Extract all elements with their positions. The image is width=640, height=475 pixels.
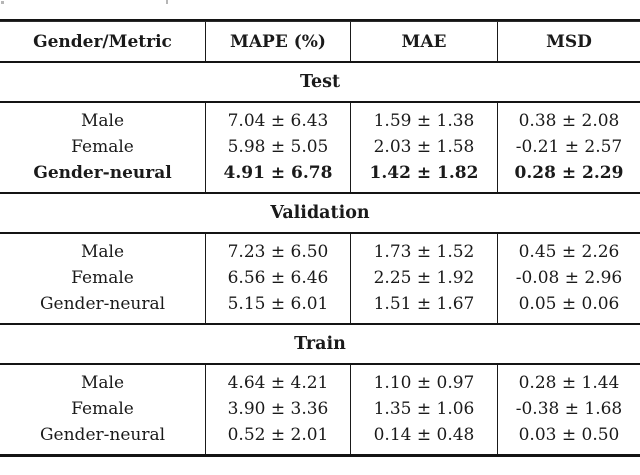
msd-value: -0.21 ± 2.57 — [497, 134, 640, 160]
msd-value: 0.03 ± 0.50 — [497, 422, 640, 454]
double-rule — [0, 192, 640, 194]
mae-value: 1.35 ± 1.06 — [350, 396, 497, 422]
table-row: Female 6.56 ± 6.46 2.25 ± 1.92 -0.08 ± 2… — [0, 265, 640, 291]
row-label: Female — [71, 268, 134, 288]
row-label: Male — [80, 373, 125, 393]
double-rule — [0, 232, 640, 234]
column-header-gender-metric: Gender/Metric — [33, 32, 172, 52]
mape-value: 3.90 ± 3.36 — [205, 396, 350, 422]
row-label: Gender-neural — [39, 425, 166, 445]
double-rule — [0, 363, 640, 365]
mape-value: 6.56 ± 6.46 — [205, 265, 350, 291]
mae-value: 1.51 ± 1.67 — [350, 291, 497, 323]
row-label: Male — [80, 242, 125, 262]
table-row: Male 7.04 ± 6.43 1.59 ± 1.38 0.38 ± 2.08 — [0, 103, 640, 134]
section-title-validation: Validation — [270, 203, 370, 223]
mae-value: 1.73 ± 1.52 — [350, 234, 497, 265]
table-top-rule — [0, 19, 640, 22]
mape-value: 4.91 ± 6.78 — [205, 160, 350, 192]
row-label: Gender-neural — [39, 294, 166, 314]
table-row: Female 5.98 ± 5.05 2.03 ± 1.58 -0.21 ± 2… — [0, 134, 640, 160]
mae-value: 1.59 ± 1.38 — [350, 103, 497, 134]
msd-value: 0.45 ± 2.26 — [497, 234, 640, 265]
caption-remnant-right — [166, 0, 168, 4]
mae-value: 2.03 ± 1.58 — [350, 134, 497, 160]
msd-value: 0.28 ± 2.29 — [497, 160, 640, 192]
mae-value: 0.14 ± 0.48 — [350, 422, 497, 454]
msd-value: 0.05 ± 0.06 — [497, 291, 640, 323]
msd-value: -0.08 ± 2.96 — [497, 265, 640, 291]
results-table: Gender/Metric MAPE (%) MAE MSD Test Male… — [0, 19, 640, 457]
row-label: Female — [71, 399, 134, 419]
caption-remnant-left — [1, 1, 4, 4]
mape-value: 7.23 ± 6.50 — [205, 234, 350, 265]
double-rule — [0, 61, 640, 63]
table-row: Female 3.90 ± 3.36 1.35 ± 1.06 -0.38 ± 1… — [0, 396, 640, 422]
column-header-mae: MAE — [350, 22, 497, 61]
table-row-best: Gender-neural 4.91 ± 6.78 1.42 ± 1.82 0.… — [0, 160, 640, 192]
mape-value: 4.64 ± 4.21 — [205, 365, 350, 396]
mae-value: 1.10 ± 0.97 — [350, 365, 497, 396]
section-title-train: Train — [294, 334, 346, 354]
mape-value: 5.98 ± 5.05 — [205, 134, 350, 160]
table-row: Male 7.23 ± 6.50 1.73 ± 1.52 0.45 ± 2.26 — [0, 234, 640, 265]
section-body-train: Male 4.64 ± 4.21 1.10 ± 0.97 0.28 ± 1.44… — [0, 365, 640, 454]
mape-value: 0.52 ± 2.01 — [205, 422, 350, 454]
column-header-mape: MAPE (%) — [205, 22, 350, 61]
msd-value: 0.38 ± 2.08 — [497, 103, 640, 134]
table-row: Male 4.64 ± 4.21 1.10 ± 0.97 0.28 ± 1.44 — [0, 365, 640, 396]
row-label: Gender-neural — [33, 163, 172, 183]
msd-value: 0.28 ± 1.44 — [497, 365, 640, 396]
table-header-row: Gender/Metric MAPE (%) MAE MSD — [0, 22, 640, 61]
section-body-validation: Male 7.23 ± 6.50 1.73 ± 1.52 0.45 ± 2.26… — [0, 234, 640, 323]
table-row: Gender-neural 0.52 ± 2.01 0.14 ± 0.48 0.… — [0, 422, 640, 454]
section-title-test: Test — [299, 72, 341, 92]
table-bottom-rule — [0, 454, 640, 457]
row-label: Female — [71, 137, 134, 157]
mape-value: 7.04 ± 6.43 — [205, 103, 350, 134]
section-body-test: Male 7.04 ± 6.43 1.59 ± 1.38 0.38 ± 2.08… — [0, 103, 640, 192]
column-header-msd: MSD — [497, 22, 640, 61]
row-label: Male — [80, 111, 125, 131]
mae-value: 2.25 ± 1.92 — [350, 265, 497, 291]
double-rule — [0, 323, 640, 325]
table-row: Gender-neural 5.15 ± 6.01 1.51 ± 1.67 0.… — [0, 291, 640, 323]
msd-value: -0.38 ± 1.68 — [497, 396, 640, 422]
mae-value: 1.42 ± 1.82 — [350, 160, 497, 192]
double-rule — [0, 101, 640, 103]
mape-value: 5.15 ± 6.01 — [205, 291, 350, 323]
